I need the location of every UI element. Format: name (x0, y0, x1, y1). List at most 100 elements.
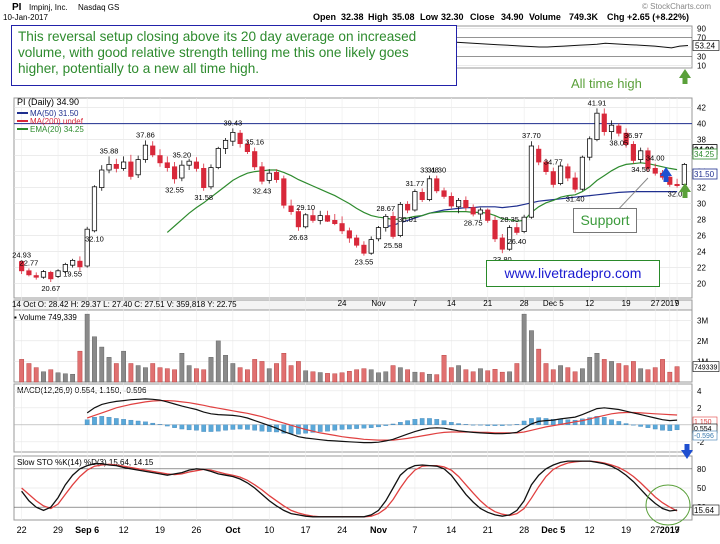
candle-body (231, 132, 235, 141)
x-axis-label: 7 (412, 525, 417, 535)
macd-histogram-bar (624, 424, 628, 425)
candle-body (405, 204, 409, 210)
candle-body (172, 167, 176, 179)
macd-histogram-bar (136, 421, 140, 425)
candle-body (194, 162, 198, 168)
candle-body (566, 167, 570, 178)
volume-bar (311, 372, 315, 382)
candle-body (158, 156, 162, 163)
candle-body (376, 228, 380, 239)
candle-body (34, 276, 38, 278)
candle-body (682, 164, 686, 184)
volume-bar (471, 372, 475, 382)
price-x-label: 19 (622, 299, 631, 308)
volume-bar (70, 374, 74, 382)
price-label: 39.43 (223, 118, 242, 127)
candle-body (529, 146, 533, 217)
macd-histogram-bar (180, 425, 184, 429)
volume-bar (413, 372, 417, 382)
candle-body (631, 144, 635, 160)
x-axis-label: 24 (337, 525, 347, 535)
volume-bar (493, 369, 497, 382)
price-x-label: 7 (413, 299, 418, 308)
volume-bar (34, 368, 38, 382)
x-axis-label: 28 (519, 525, 529, 535)
volume-bar (223, 355, 227, 382)
volume-bar (500, 372, 504, 382)
legend-price: PI (Daily) 34.90 (17, 97, 79, 107)
volume-bar (231, 363, 235, 382)
macd-histogram-bar (216, 425, 220, 431)
x-axis-label: 17 (301, 525, 311, 535)
x-axis-label: 9 (675, 525, 680, 535)
macd-histogram-bar (398, 422, 402, 425)
price-label: 32.43 (253, 186, 272, 195)
candle-body (435, 179, 439, 191)
macd-histogram-bar (296, 425, 300, 434)
volume-bar (151, 363, 155, 382)
volume-bar (49, 370, 53, 382)
macd-histogram-bar (617, 421, 621, 424)
volume-bar (333, 374, 337, 382)
price-tick-label: 26 (697, 232, 706, 241)
candle-body (427, 179, 431, 200)
price-label: 28.67 (376, 204, 395, 213)
x-axis-label: Oct (225, 525, 240, 535)
volume-bar (347, 371, 351, 382)
x-axis-label: Sep 6 (75, 525, 99, 535)
low-value: 32.30 (441, 12, 464, 22)
symbol: PI (12, 2, 22, 13)
macd-histogram-bar (405, 421, 409, 425)
volume-bar (121, 351, 125, 382)
macd-histogram-bar (354, 425, 358, 429)
candle-body (595, 113, 599, 139)
price-label: 34.00 (646, 154, 665, 163)
macd-histogram-bar (325, 425, 329, 431)
macd-histogram-bar (100, 416, 104, 425)
volume-bar (668, 372, 672, 382)
x-axis-label: 10 (264, 525, 274, 535)
candle-body (209, 168, 213, 187)
candle-body (486, 210, 490, 220)
volume-bar (282, 353, 286, 382)
x-axis-label: 22 (17, 525, 27, 535)
volume-bar (56, 373, 60, 382)
candle-body (522, 217, 526, 231)
high-label: High (368, 12, 388, 22)
price-x-label: 28 (520, 299, 529, 308)
volume-bar (107, 357, 111, 382)
macd-histogram-bar (369, 425, 373, 428)
price-value-label: 31.50 (694, 170, 715, 179)
candle-body (114, 164, 118, 168)
volume-bar (194, 369, 198, 382)
volume-bar (464, 370, 468, 382)
volume-bar (267, 369, 271, 382)
candle-body (41, 272, 45, 278)
volume-bar (515, 363, 519, 382)
volume-bar (507, 372, 511, 382)
sto-value-label: 15.64 (694, 506, 715, 515)
candle-body (413, 192, 417, 210)
volume-bar (653, 368, 657, 382)
price-label: 29.10 (296, 203, 315, 212)
volume-bar (537, 349, 541, 382)
macd-histogram-bar (376, 425, 380, 427)
candle-body (238, 133, 242, 143)
candle-body (296, 212, 300, 227)
volume-bar (551, 370, 555, 382)
price-tick-label: 20 (697, 280, 706, 289)
volume-bar (296, 361, 300, 382)
volume-value: 749.3K (569, 12, 599, 22)
rsi-value-label: 53.24 (695, 41, 716, 50)
candle-body (638, 151, 642, 160)
annotation-website: www.livetradepro.com (486, 260, 660, 287)
macd-tick-label: 4 (697, 387, 702, 396)
macd-histogram-bar (456, 424, 460, 425)
volume-bar (566, 368, 570, 382)
annotation-support: Support (573, 208, 637, 233)
candle-body (216, 148, 220, 167)
volume-bar (100, 347, 104, 382)
candle-body (289, 206, 293, 212)
candle-body (602, 114, 606, 132)
